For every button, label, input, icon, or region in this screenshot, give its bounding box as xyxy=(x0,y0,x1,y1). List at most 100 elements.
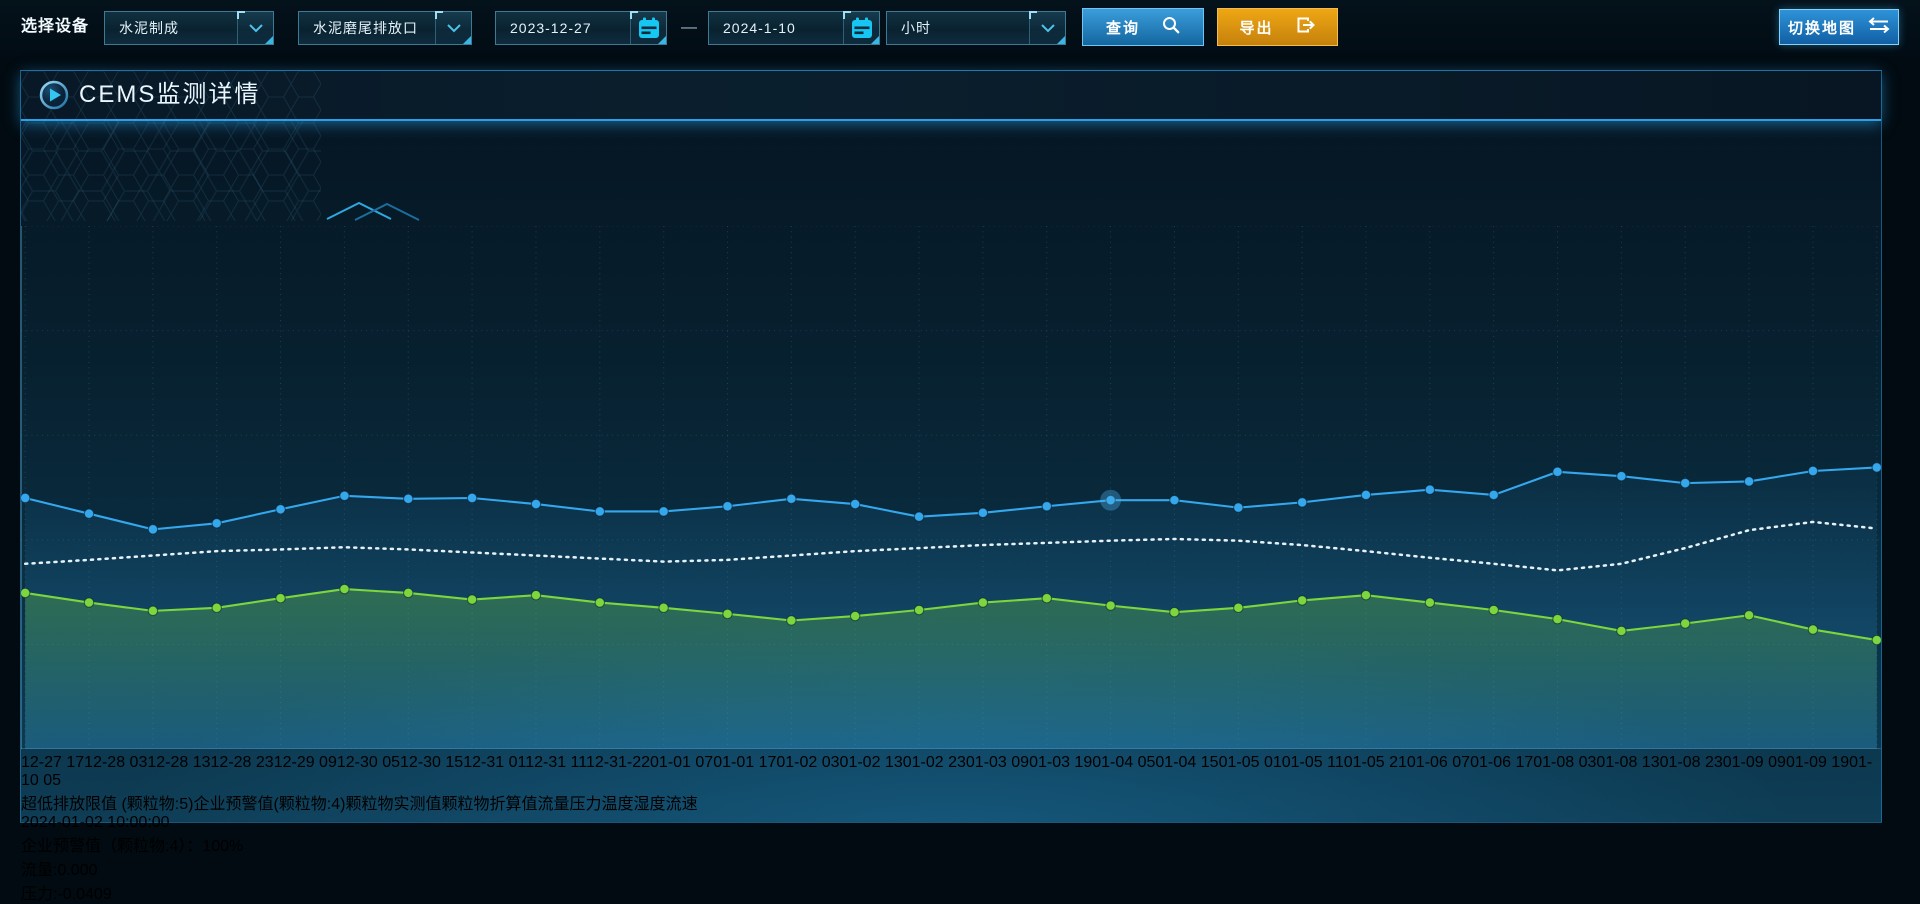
data-point[interactable] xyxy=(722,608,733,620)
outlet-select-value: 水泥磨尾排放口 xyxy=(313,20,418,36)
data-point[interactable] xyxy=(1616,625,1627,637)
start-date-value: 2023-12-27 xyxy=(510,20,592,36)
data-point[interactable] xyxy=(466,594,478,605)
end-date-picker[interactable]: 2024-1-10 xyxy=(708,11,880,45)
legend-item[interactable]: 超低排放限值 (颗粒物:5) xyxy=(21,796,193,813)
data-point[interactable] xyxy=(913,604,925,616)
panel-title: CEMS监测详情 xyxy=(79,81,261,108)
legend-item[interactable]: 湿度 xyxy=(634,796,666,813)
data-point[interactable] xyxy=(849,610,861,622)
data-point[interactable] xyxy=(211,602,222,614)
calendar-icon[interactable] xyxy=(630,11,666,44)
data-point[interactable] xyxy=(786,615,797,626)
play-icon xyxy=(39,80,69,115)
export-button[interactable]: 导出 xyxy=(1217,8,1338,46)
data-point[interactable] xyxy=(1552,613,1563,625)
chevron-down-icon[interactable] xyxy=(237,11,273,44)
data-point[interactable] xyxy=(1743,476,1755,487)
legend-item[interactable]: 颗粒物实测值 xyxy=(345,796,441,813)
data-point[interactable] xyxy=(1871,462,1882,473)
legend-item[interactable]: 温度 xyxy=(602,796,634,813)
data-point[interactable] xyxy=(1105,600,1116,611)
legend-item[interactable]: 颗粒物折算值 xyxy=(441,796,537,813)
data-point[interactable] xyxy=(1105,494,1116,506)
data-point[interactable] xyxy=(211,518,222,529)
data-point[interactable] xyxy=(1807,624,1819,635)
data-point[interactable] xyxy=(977,597,989,608)
x-axis-label: 01-02 13 xyxy=(839,754,903,772)
data-point[interactable] xyxy=(1552,466,1563,478)
data-point[interactable] xyxy=(1424,597,1436,608)
start-date-picker[interactable]: 2023-12-27 xyxy=(495,11,667,45)
switch-map-button[interactable]: 切换地图 xyxy=(1779,9,1899,45)
data-point[interactable] xyxy=(658,506,669,517)
data-point[interactable] xyxy=(403,493,414,505)
data-point[interactable] xyxy=(1041,501,1053,512)
legend-label: 湿度 xyxy=(633,796,666,814)
x-axis-label: 12-28 03 xyxy=(84,754,148,772)
data-point[interactable] xyxy=(1296,497,1308,508)
x-axis-label: 01-02 03 xyxy=(776,754,840,772)
data-point[interactable] xyxy=(530,589,542,601)
legend-item[interactable]: 流量 xyxy=(538,796,570,813)
series-line xyxy=(23,520,1879,572)
data-point[interactable] xyxy=(1616,470,1627,482)
data-point[interactable] xyxy=(339,490,350,502)
chevron-down-icon[interactable] xyxy=(1029,11,1065,44)
data-point[interactable] xyxy=(403,587,414,599)
data-point[interactable] xyxy=(1871,634,1882,646)
chevron-down-icon[interactable] xyxy=(435,11,471,44)
data-point[interactable] xyxy=(658,602,669,614)
data-point[interactable] xyxy=(1360,489,1372,501)
data-point[interactable] xyxy=(19,587,31,599)
data-point[interactable] xyxy=(594,597,606,608)
legend-item[interactable]: 流速 xyxy=(666,796,698,813)
outlet-select[interactable]: 水泥磨尾排放口 xyxy=(298,11,472,45)
data-point[interactable] xyxy=(594,506,606,517)
data-point[interactable] xyxy=(339,583,350,595)
data-point[interactable] xyxy=(19,492,31,504)
x-axis-label: 01-05 01 xyxy=(1218,754,1282,772)
query-button[interactable]: 查询 xyxy=(1082,8,1204,46)
data-point[interactable] xyxy=(530,498,542,510)
calendar-icon[interactable] xyxy=(843,11,879,44)
data-point[interactable] xyxy=(275,592,286,604)
data-point[interactable] xyxy=(1679,477,1691,489)
device-select[interactable]: 水泥制成 xyxy=(104,11,274,45)
x-axis-label: 12-28 23 xyxy=(210,754,274,772)
data-point[interactable] xyxy=(147,524,159,535)
interval-select[interactable]: 小时 xyxy=(886,11,1066,45)
x-axis-label: 01-06 17 xyxy=(1470,754,1534,772)
data-point[interactable] xyxy=(849,498,861,510)
data-point[interactable] xyxy=(1233,602,1244,614)
data-point[interactable] xyxy=(1679,618,1691,629)
x-axis-label: 12-31 01 xyxy=(463,754,526,772)
data-point[interactable] xyxy=(83,508,95,519)
x-axis-label: 01-09 09 xyxy=(1722,754,1786,772)
data-point[interactable] xyxy=(275,504,286,515)
data-point[interactable] xyxy=(977,507,989,519)
data-point[interactable] xyxy=(1041,592,1053,604)
data-point[interactable] xyxy=(147,605,159,617)
data-point[interactable] xyxy=(83,597,95,608)
data-point[interactable] xyxy=(1488,489,1499,501)
data-point[interactable] xyxy=(1360,589,1372,601)
data-point[interactable] xyxy=(1169,606,1180,618)
data-point[interactable] xyxy=(722,501,733,512)
data-point[interactable] xyxy=(466,492,478,504)
series-line xyxy=(24,466,1877,531)
data-point[interactable] xyxy=(1807,465,1819,477)
data-point[interactable] xyxy=(1233,502,1244,513)
legend-item[interactable]: 企业预警值(颗粒物:4) xyxy=(193,796,345,813)
x-axis-label: 01-05 21 xyxy=(1343,754,1407,772)
data-point[interactable] xyxy=(1296,595,1308,606)
legend-item[interactable]: 压力 xyxy=(570,796,602,813)
data-point[interactable] xyxy=(1488,604,1499,616)
data-point[interactable] xyxy=(913,511,925,522)
tooltip-value: 100% xyxy=(202,838,244,856)
data-point[interactable] xyxy=(1424,484,1436,495)
data-point[interactable] xyxy=(1743,610,1755,621)
chart-plot-area[interactable] xyxy=(19,225,1882,750)
data-point[interactable] xyxy=(1169,494,1180,506)
data-point[interactable] xyxy=(786,493,797,505)
